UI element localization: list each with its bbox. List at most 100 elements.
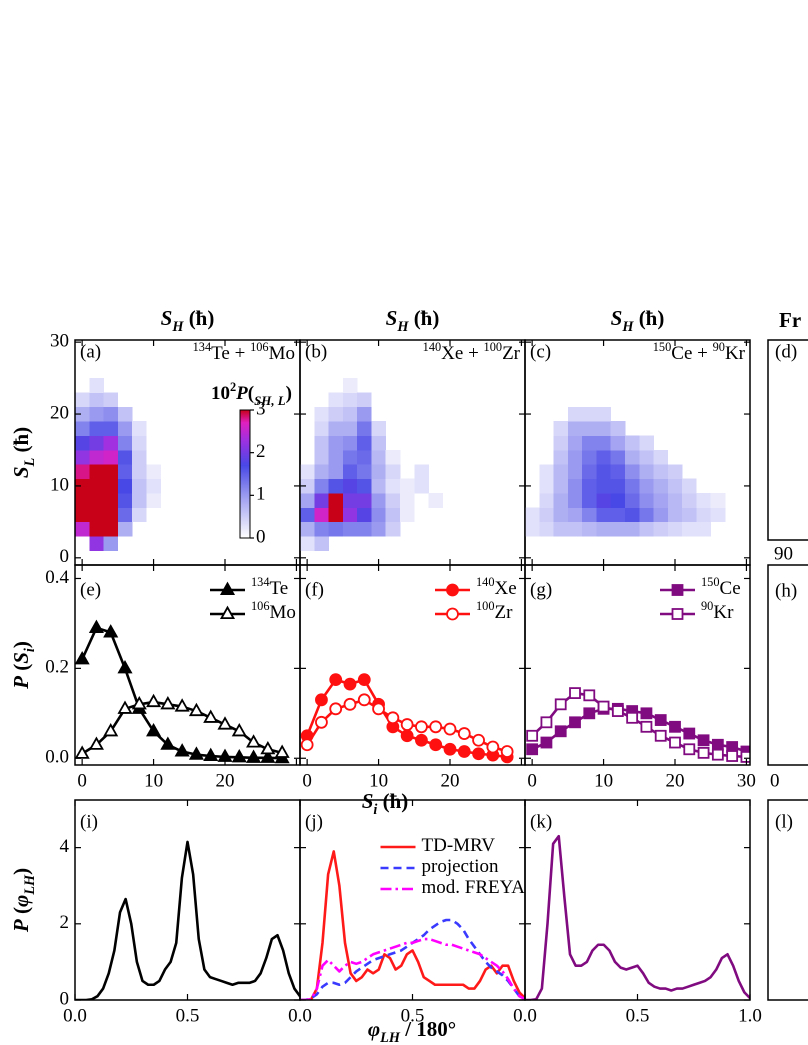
heatmap-cell [328,521,344,537]
heatmap-cell [567,406,583,422]
heatmap-cell [596,435,612,451]
text-segment: / 180° [400,1017,456,1041]
heatmap-cell [314,507,329,523]
heatmap-cell [639,435,654,451]
heatmap-cell [653,521,669,537]
text-segment: (ħ) [183,306,214,330]
y-axis-title: P (Si) [9,641,38,690]
heatmap-cell [371,521,387,537]
heatmap-cell [582,493,597,508]
data-point [188,746,204,760]
heatmap-cell [117,449,133,465]
data-point [726,750,739,762]
heatmap-cell [89,392,104,408]
x-axis-title: SH (ħ) [161,306,215,335]
colorbar [239,409,251,539]
heatmap-cell [625,507,640,523]
heatmap-cell [314,478,329,494]
heatmap-cell [596,507,612,523]
heatmap-cell [328,493,344,508]
heatmap-cell [596,449,612,465]
heatmap-cell [342,493,358,508]
heatmap-cell [639,464,654,480]
series-line [300,918,525,1000]
heatmap-cell [553,478,569,494]
heatmap-cell [103,507,119,523]
annotation: 134Te + 106Mo [193,340,295,365]
text-segment: Kr [713,602,734,623]
heatmap-cell [300,507,315,523]
heatmap-cell [639,449,654,465]
x-tick-label: 0.5 [401,1005,425,1026]
y-axis-title: SL (ħ) [9,427,38,478]
heatmap-cell [117,521,133,537]
colorbar-tick-label: 1 [256,484,266,505]
heatmap-cell [132,435,147,451]
heatmap-cell [132,449,147,465]
heatmap-cell [371,435,387,451]
data-point [457,727,471,740]
text-segment: Ce + [671,343,712,364]
cropped-panel-frame [767,339,808,541]
heatmap-cell [639,493,654,508]
text-segment: φ [9,895,33,907]
x-tick-label: 10 [369,770,388,791]
panel-label: (j) [305,811,323,832]
heatmap-cell [342,406,358,422]
heatmap-cell [653,464,669,480]
data-point [103,722,119,737]
data-point [315,693,328,707]
data-point [274,744,290,758]
heatmap-cell [89,507,104,523]
data-point [569,687,581,699]
heatmap-cell [539,464,554,480]
heatmap-cell [582,435,597,451]
legend-label: 90Kr [701,599,734,624]
heatmap-cell [385,464,401,480]
heatmap-cell [75,392,90,408]
text-segment: H [621,319,634,335]
data-point [260,740,276,755]
heatmap-cell [328,435,344,451]
data-point [540,736,553,749]
heatmap-cell [357,464,372,480]
data-point [217,716,233,730]
heatmap-cell [625,493,640,508]
data-point [540,716,553,729]
heatmap-cell [596,478,612,494]
x-axis-title: Si (ħ) [362,789,409,818]
text-segment: P [9,919,33,933]
heatmap-cell [314,421,329,436]
heatmap-cell [567,421,583,436]
y-tick-label: 30 [50,331,69,352]
x-tick-label: 1.0 [738,1005,762,1026]
data-point [231,749,247,763]
heatmap-cell [567,521,583,537]
heatmap-cell [667,521,683,537]
heatmap-cell [103,493,119,508]
heatmap-cell [357,392,372,408]
data-point [669,720,681,733]
text-segment: Xe [495,578,517,599]
text-segment: Te + [211,343,250,364]
plot-area [300,378,444,551]
heatmap-cell [696,507,712,523]
heatmap-cell [582,478,597,494]
heatmap-cell [710,493,726,508]
text-segment: P [9,676,33,690]
heatmap-cell [567,493,583,508]
heatmap-cell [639,478,654,494]
heatmap-cell [682,521,697,537]
data-point [429,738,443,752]
data-point [443,722,457,736]
heatmap-cell [89,493,104,508]
heatmap-cell [567,478,583,494]
y-tick-label: 20 [50,402,69,423]
text-segment: 150 [701,575,720,589]
data-point [300,738,314,752]
data-point [654,714,667,726]
text-segment: H [171,319,184,335]
heatmap-cell [132,478,147,494]
heatmap-cell [653,449,669,465]
series-line [300,850,525,1000]
